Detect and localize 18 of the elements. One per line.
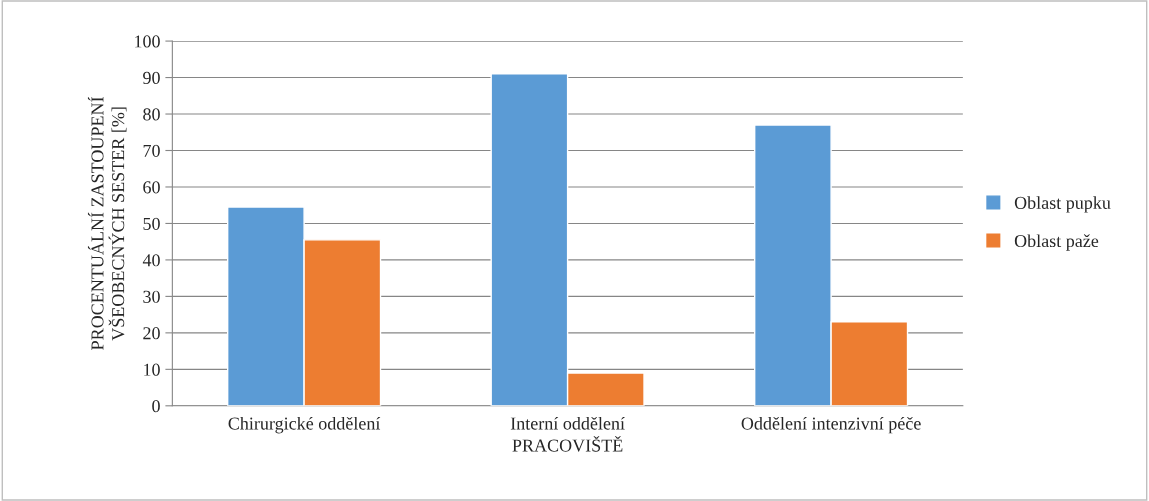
legend-label: Oblast pupku xyxy=(1014,196,1111,213)
y-tick-label: 90 xyxy=(143,71,160,84)
y-tick-label: 70 xyxy=(143,144,160,157)
x-axis-title: PRACOVIŠTĚ xyxy=(512,436,623,452)
y-tick-label: 10 xyxy=(144,363,160,376)
y-tick-label: 80 xyxy=(143,108,160,121)
y-tick-label: 30 xyxy=(143,290,160,303)
y-tick-label: 0 xyxy=(152,400,160,413)
y-tick-label: 20 xyxy=(143,327,160,340)
y-tick-label: 60 xyxy=(143,181,160,194)
x-tick-label: Chirurgické oddělení xyxy=(228,416,381,434)
y-axis-title: PROCENTUÁLNÍ ZASTOUPENÍ VŠEOBECNÝCH SESTER [%] xyxy=(87,97,127,350)
legend-label: Oblast paže xyxy=(1014,234,1099,251)
y-tick-label: 40 xyxy=(142,254,160,267)
x-tick-label: Interní oddělení xyxy=(510,416,625,430)
y-tick-label: 50 xyxy=(143,217,160,230)
y-tick-label: 100 xyxy=(135,35,160,48)
x-tick-label: Oddělení intenzivní péče xyxy=(741,416,921,434)
